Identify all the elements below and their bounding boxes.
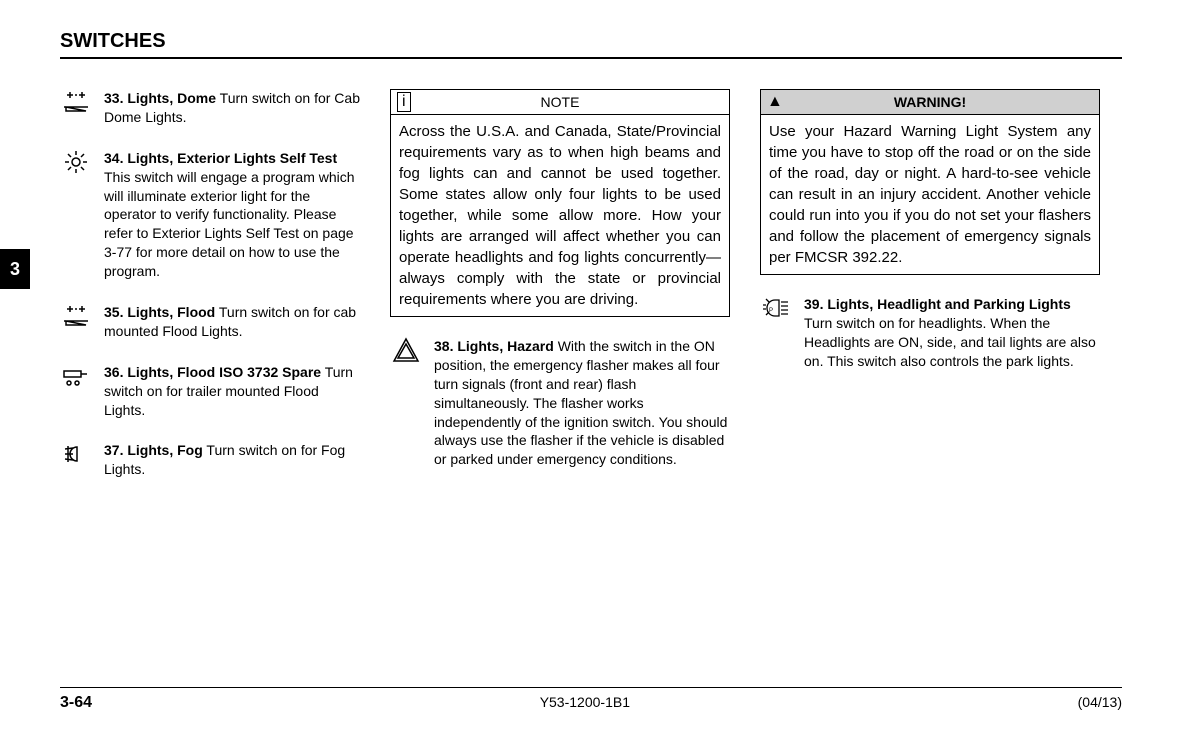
note-box: i NOTE Across the U.S.A. and Canada, Sta… bbox=[390, 89, 730, 317]
switch-item: 37. Lights, Fog Turn switch on for Fog L… bbox=[60, 441, 360, 479]
switch-title: 36. Lights, Flood ISO 3732 Spare bbox=[104, 364, 321, 380]
switch-item: 35. Lights, Flood Turn switch on for cab… bbox=[60, 303, 360, 341]
sun-light-icon bbox=[60, 149, 92, 177]
switch-item: 38. Lights, Hazard With the switch in th… bbox=[390, 337, 730, 469]
page-title: SWITCHES bbox=[60, 30, 1122, 53]
page-number: 3-64 bbox=[60, 694, 92, 712]
info-icon: i bbox=[397, 92, 411, 112]
svg-text:P: P bbox=[769, 308, 773, 314]
fog-light-icon bbox=[60, 441, 92, 469]
warning-body: Use your Hazard Warning Light System any… bbox=[761, 115, 1099, 274]
switch-title: 38. Lights, Hazard bbox=[434, 338, 554, 354]
section-tab: 3 bbox=[0, 249, 30, 289]
flood-light-icon bbox=[60, 303, 92, 331]
note-header: i NOTE bbox=[391, 90, 729, 115]
warning-box: ▲ WARNING! Use your Hazard Warning Light… bbox=[760, 89, 1100, 275]
switch-item: 34. Lights, Exterior Lights Self Test Th… bbox=[60, 149, 360, 281]
page-footer: 3-64 Y53-1200-1B1 (04/13) bbox=[60, 687, 1122, 712]
switch-item: P 39. Lights, Headlight and Parking Ligh… bbox=[760, 295, 1100, 371]
column-left: 3 33. Lights, Dome Turn switch on for Ca… bbox=[60, 89, 360, 501]
doc-id: Y53-1200-1B1 bbox=[540, 694, 630, 712]
page-header: SWITCHES bbox=[60, 30, 1122, 59]
switch-item: 33. Lights, Dome Turn switch on for Cab … bbox=[60, 89, 360, 127]
switch-title: 35. Lights, Flood bbox=[104, 304, 215, 320]
switch-title: 33. Lights, Dome bbox=[104, 90, 216, 106]
switch-text: 33. Lights, Dome Turn switch on for Cab … bbox=[104, 89, 360, 127]
note-body: Across the U.S.A. and Canada, State/Prov… bbox=[391, 115, 729, 316]
content-area: 3 33. Lights, Dome Turn switch on for Ca… bbox=[60, 89, 1122, 501]
hazard-icon bbox=[390, 337, 422, 365]
column-right: ▲ WARNING! Use your Hazard Warning Light… bbox=[760, 89, 1100, 501]
warning-label: WARNING! bbox=[894, 94, 966, 110]
column-middle: i NOTE Across the U.S.A. and Canada, Sta… bbox=[390, 89, 730, 501]
headlight-icon: P bbox=[760, 295, 792, 323]
switch-title: 37. Lights, Fog bbox=[104, 442, 203, 458]
switch-title: 39. Lights, Headlight and Parking Lights bbox=[804, 296, 1071, 312]
switch-title: 34. Lights, Exterior Lights Self Test bbox=[104, 150, 337, 166]
switch-text: 35. Lights, Flood Turn switch on for cab… bbox=[104, 303, 360, 341]
warning-header: ▲ WARNING! bbox=[761, 90, 1099, 115]
dome-light-icon bbox=[60, 89, 92, 117]
warning-triangle-icon: ▲ bbox=[767, 93, 783, 111]
trailer-flood-icon bbox=[60, 363, 92, 391]
switch-item: 36. Lights, Flood ISO 3732 Spare Turn sw… bbox=[60, 363, 360, 420]
switch-text: 36. Lights, Flood ISO 3732 Spare Turn sw… bbox=[104, 363, 360, 420]
doc-date: (04/13) bbox=[1078, 694, 1122, 712]
switch-text: 39. Lights, Headlight and Parking Lights… bbox=[804, 295, 1100, 371]
note-label: NOTE bbox=[541, 94, 580, 110]
switch-body: With the switch in the ON position, the … bbox=[434, 338, 727, 467]
switch-body: This switch will engage a program which … bbox=[104, 169, 355, 279]
switch-text: 34. Lights, Exterior Lights Self Test Th… bbox=[104, 149, 360, 281]
switch-text: 37. Lights, Fog Turn switch on for Fog L… bbox=[104, 441, 360, 479]
switch-text: 38. Lights, Hazard With the switch in th… bbox=[434, 337, 730, 469]
switch-body: Turn switch on for headlights. When the … bbox=[804, 315, 1096, 369]
